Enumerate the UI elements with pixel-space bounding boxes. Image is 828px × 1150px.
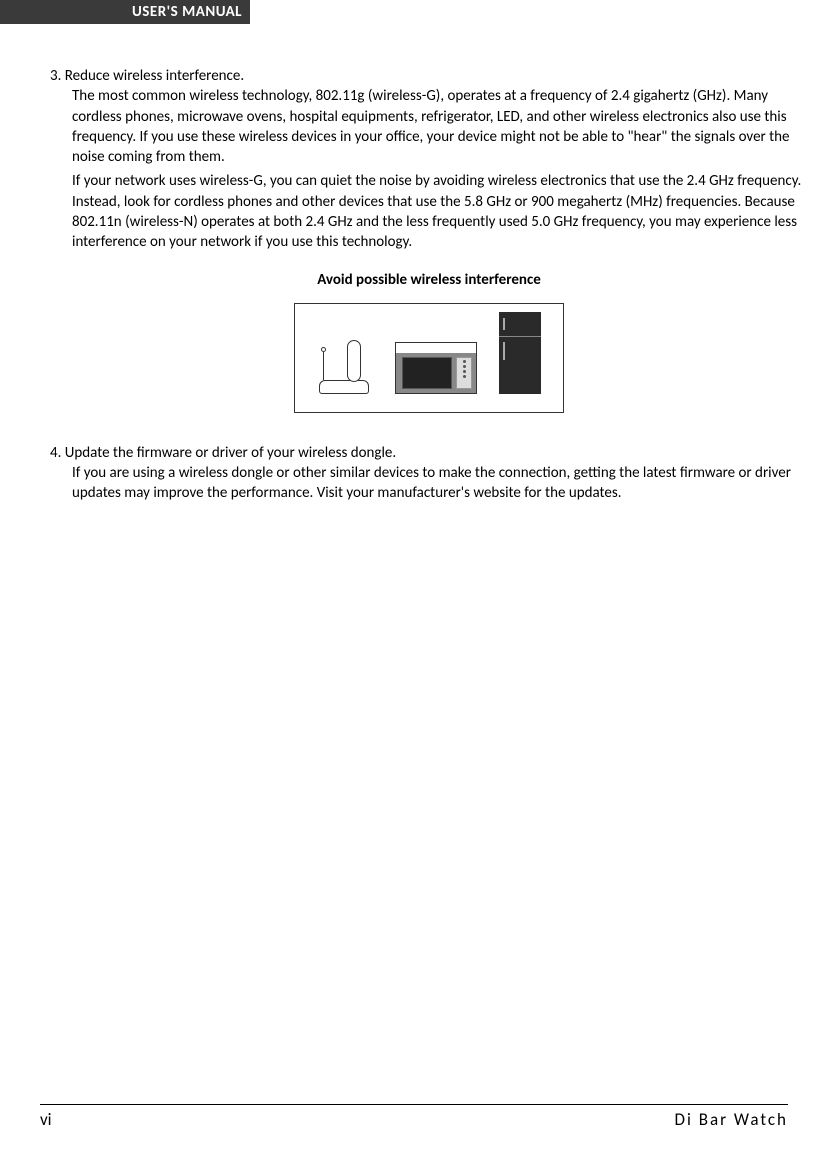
section3-para1: The most common wireless technology, 802… — [50, 86, 808, 167]
section4-head: 4. Update the firmware or driver of your… — [50, 443, 808, 463]
microwave-panel-icon — [456, 357, 472, 389]
page-footer: vi Di Bar Watch — [40, 1104, 788, 1130]
microwave-door-icon — [402, 357, 452, 389]
figure-container — [50, 303, 808, 413]
microwave-icon — [395, 342, 477, 394]
figure-caption: Avoid possible wireless interference — [50, 270, 808, 290]
header-block — [0, 0, 128, 24]
section4-para1: If you are using a wireless dongle or ot… — [50, 463, 808, 504]
refrigerator-icon — [499, 312, 541, 394]
section3-para2: If your network uses wireless-G, you can… — [50, 171, 808, 252]
cordless-phone-handset-icon — [347, 340, 361, 382]
page-content: 3. Reduce wireless interference. The mos… — [50, 60, 808, 507]
interference-illustration — [294, 303, 564, 413]
phone-antenna-tip-icon — [321, 347, 326, 352]
cordless-phone-base-icon — [319, 380, 369, 394]
page-number: vi — [40, 1109, 52, 1130]
phone-antenna-icon — [323, 352, 324, 380]
footer-rule — [40, 1104, 788, 1105]
product-name: Di Bar Watch — [675, 1109, 789, 1130]
header-bar: USER'S MANUAL — [0, 0, 250, 24]
section3-head: 3. Reduce wireless interference. — [50, 66, 808, 86]
header-label: USER'S MANUAL — [128, 0, 250, 24]
